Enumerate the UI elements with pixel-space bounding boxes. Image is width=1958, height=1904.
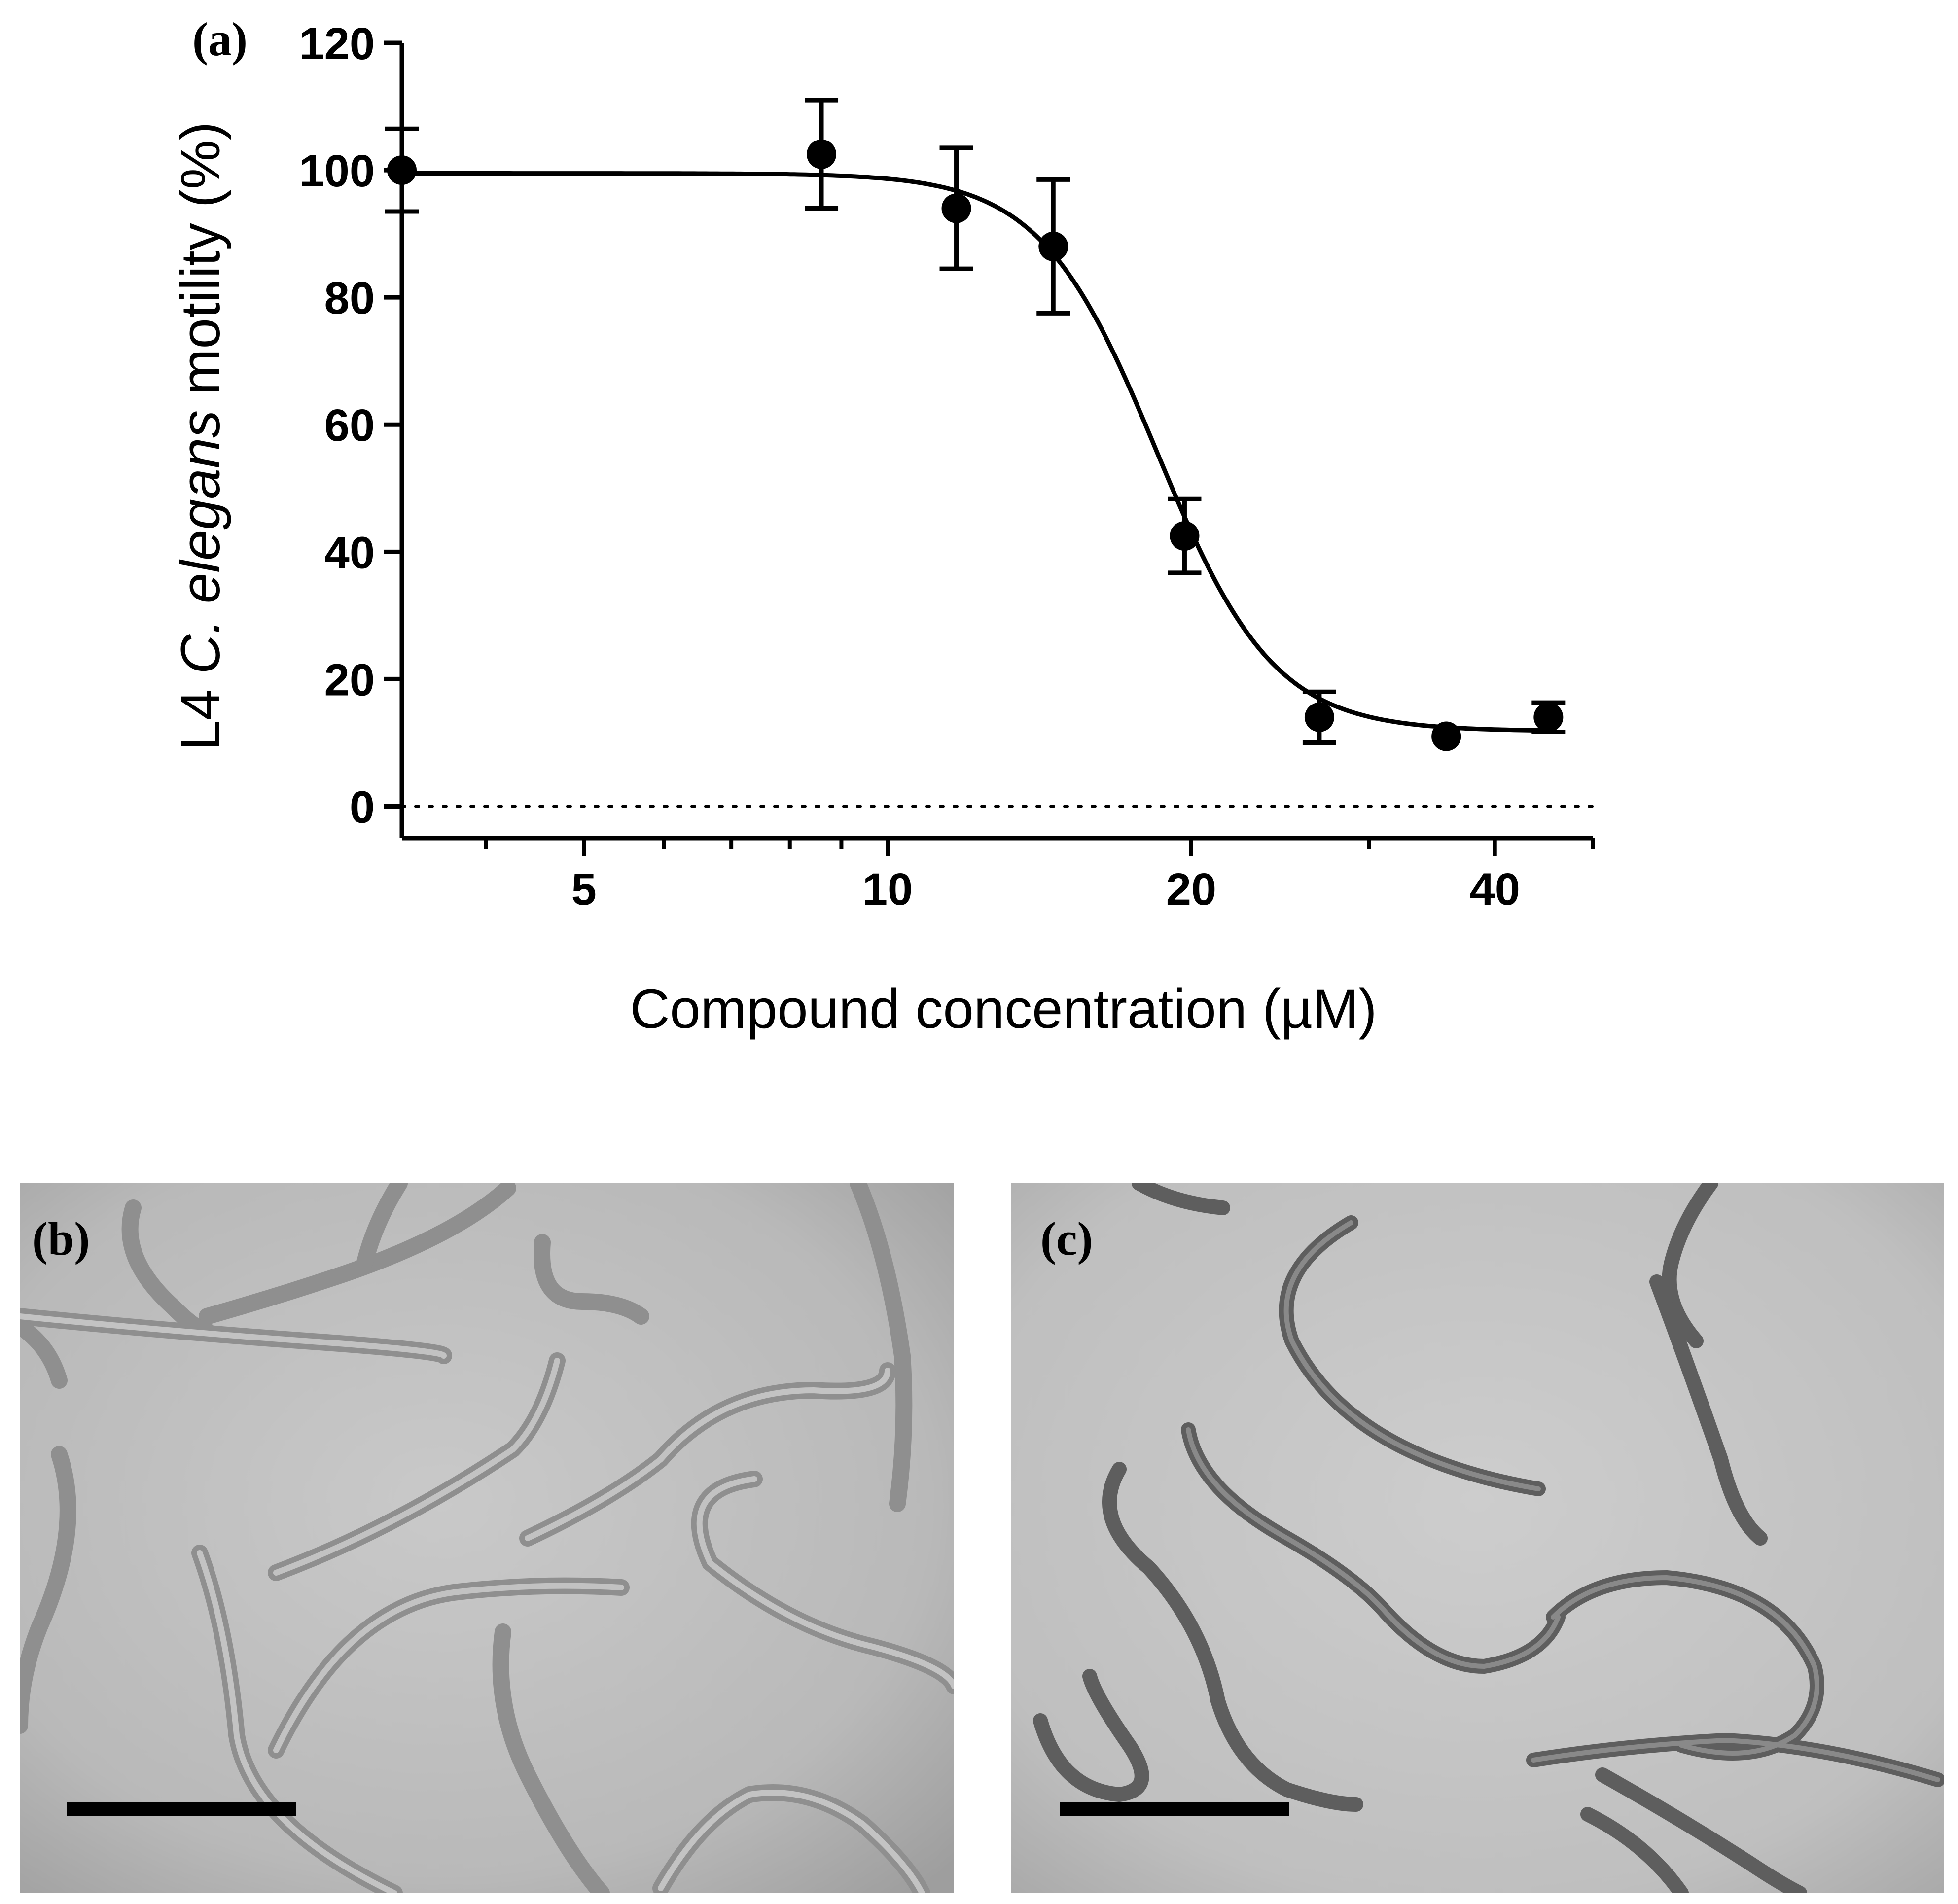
x-tick-label: 20	[1166, 864, 1216, 915]
data-points	[387, 139, 1564, 751]
scale-bar-c	[1060, 1802, 1289, 1816]
y-axis-label-prefix: L4	[170, 674, 231, 751]
scale-bar-b	[67, 1802, 296, 1816]
y-tick-label: 60	[324, 400, 375, 451]
fit-line	[402, 171, 1556, 733]
dose-response-chart: (a) 0 20 40 60 80 100 120 5 10 20 40 Compound conc…	[170, 13, 1595, 1040]
data-point	[1038, 231, 1068, 261]
y-tick-label: 20	[324, 655, 375, 705]
micrograph-panel-b: (b)	[20, 1183, 954, 1893]
y-tick-label: 80	[324, 273, 375, 323]
chart-axes	[384, 40, 1595, 856]
data-point	[941, 193, 971, 223]
x-tick-label: 40	[1470, 864, 1520, 915]
micrograph-background	[1011, 1183, 1944, 1893]
panel-label-a: (a)	[192, 13, 248, 66]
y-tick-label: 100	[299, 146, 375, 196]
data-point	[1431, 721, 1461, 751]
data-point	[1170, 521, 1200, 551]
x-tick-label: 10	[862, 864, 913, 915]
worms-b	[20, 1183, 954, 1893]
data-point	[807, 139, 837, 169]
micrograph-panel-c: (c)	[1011, 1183, 1944, 1893]
data-point	[1304, 702, 1334, 732]
x-axis-label: Compound concentration (µM)	[630, 978, 1377, 1040]
data-point	[387, 155, 417, 185]
y-axis-label: L4 C. elegans motility (%)	[170, 122, 231, 751]
panel-label-b: (b)	[32, 1212, 90, 1265]
fit-curve	[402, 171, 1556, 733]
worms-c	[1033, 1183, 1944, 1893]
tick-labels: 0 20 40 60 80 100 120 5 10 20 40	[299, 19, 1520, 915]
y-tick-label: 0	[350, 782, 375, 832]
y-tick-label: 40	[324, 528, 375, 578]
y-axis-label-species: C. elegans	[170, 410, 231, 674]
y-axis-label-suffix: motility (%)	[170, 122, 231, 410]
data-point	[1533, 702, 1564, 732]
x-tick-label: 5	[571, 864, 597, 915]
y-tick-label: 120	[299, 19, 375, 69]
panel-label-c: (c)	[1040, 1212, 1093, 1265]
